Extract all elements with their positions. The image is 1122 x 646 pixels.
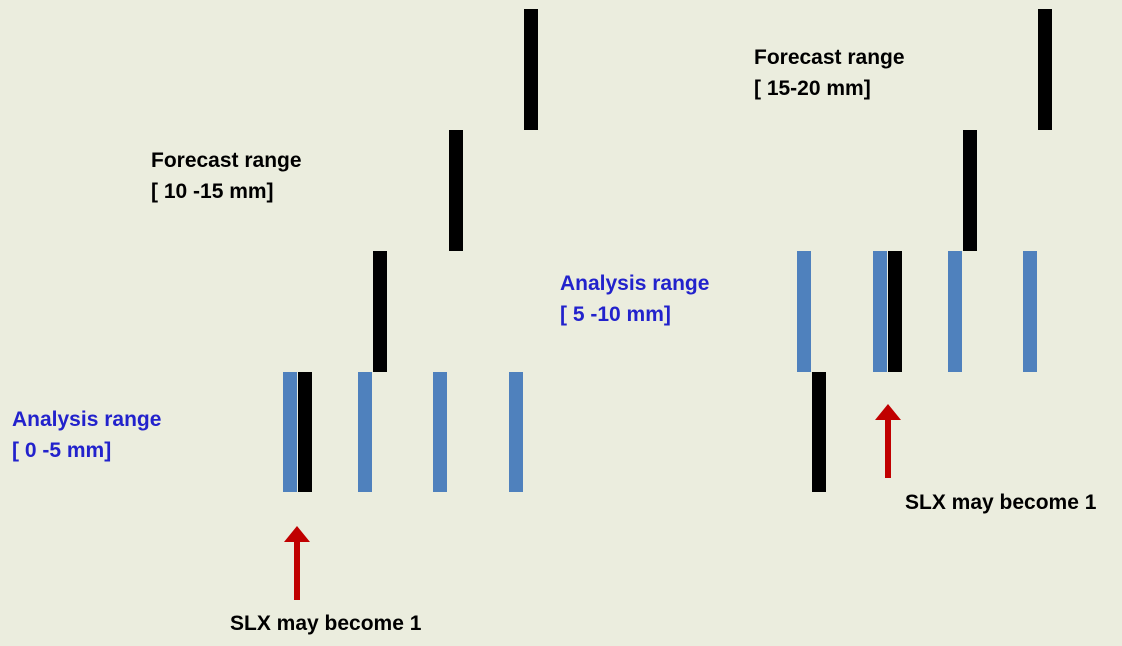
left-forecast-bar-3 <box>449 130 463 251</box>
right-forecast-bar-4 <box>1038 9 1052 130</box>
left-forecast-label: Forecast range [ 10 -15 mm] <box>151 145 302 207</box>
right-analysis-label-line1: Analysis range <box>560 272 710 295</box>
right-analysis-bar-3 <box>948 251 962 372</box>
left-forecast-bar-2 <box>373 251 387 372</box>
right-forecast-bar-2 <box>888 251 902 372</box>
left-analysis-bar-2 <box>358 372 372 492</box>
left-slx-note: SLX may become 1 <box>230 612 422 635</box>
left-analysis-bar-4 <box>509 372 523 492</box>
left-forecast-bar-1 <box>298 372 312 492</box>
left-analysis-label-line2: [ 0 -5 mm] <box>12 439 112 462</box>
left-analysis-label: Analysis range [ 0 -5 mm] <box>12 404 161 466</box>
left-forecast-bar-4 <box>524 9 538 130</box>
right-forecast-label: Forecast range [ 15-20 mm] <box>754 42 905 104</box>
right-slx-note: SLX may become 1 <box>905 491 1097 514</box>
right-analysis-bar-1 <box>797 251 811 372</box>
right-analysis-bar-4 <box>1023 251 1037 372</box>
right-analysis-label-line2: [ 5 -10 mm] <box>560 303 671 326</box>
right-analysis-label: Analysis range [ 5 -10 mm] <box>560 268 709 330</box>
left-analysis-bar-3 <box>433 372 447 492</box>
left-analysis-bar-1 <box>283 372 297 492</box>
right-forecast-label-line1: Forecast range <box>754 46 905 69</box>
left-forecast-label-line1: Forecast range <box>151 149 302 172</box>
right-up-arrow-icon <box>875 404 901 478</box>
left-analysis-label-line1: Analysis range <box>12 408 162 431</box>
right-forecast-bar-1 <box>812 372 826 492</box>
left-forecast-label-line2: [ 10 -15 mm] <box>151 180 274 203</box>
right-analysis-bar-2 <box>873 251 887 372</box>
right-forecast-label-line2: [ 15-20 mm] <box>754 77 871 100</box>
left-up-arrow-icon <box>284 526 310 600</box>
right-forecast-bar-3 <box>963 130 977 251</box>
